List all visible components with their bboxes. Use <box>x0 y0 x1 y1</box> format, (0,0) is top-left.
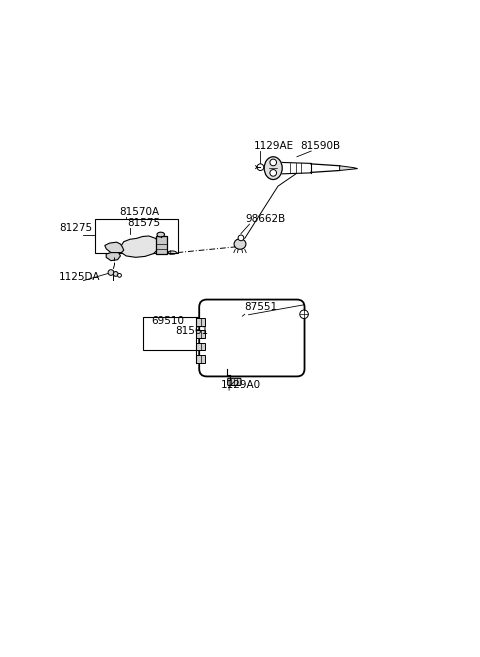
FancyBboxPatch shape <box>196 330 205 338</box>
FancyBboxPatch shape <box>199 300 304 376</box>
Circle shape <box>300 310 308 319</box>
FancyBboxPatch shape <box>196 355 205 363</box>
Ellipse shape <box>168 251 177 254</box>
FancyBboxPatch shape <box>196 343 205 350</box>
Circle shape <box>113 271 118 277</box>
Text: 81570A: 81570A <box>119 206 159 217</box>
Text: 81561: 81561 <box>175 326 208 336</box>
Circle shape <box>270 170 276 176</box>
Text: 1125DA: 1125DA <box>59 272 100 282</box>
FancyBboxPatch shape <box>228 378 241 386</box>
Circle shape <box>118 273 121 277</box>
Circle shape <box>257 164 264 171</box>
Text: 81575: 81575 <box>127 218 160 229</box>
Ellipse shape <box>264 157 282 179</box>
Text: 98662B: 98662B <box>246 214 286 224</box>
Ellipse shape <box>234 239 246 249</box>
Polygon shape <box>168 251 171 254</box>
Circle shape <box>270 159 276 166</box>
FancyBboxPatch shape <box>196 318 205 326</box>
Polygon shape <box>340 166 358 171</box>
Circle shape <box>238 235 244 240</box>
Text: 81590B: 81590B <box>301 141 341 151</box>
Text: 69510: 69510 <box>151 315 184 326</box>
Ellipse shape <box>157 232 165 237</box>
Text: 1129A0: 1129A0 <box>221 380 261 390</box>
FancyBboxPatch shape <box>156 235 168 254</box>
Polygon shape <box>105 242 124 252</box>
Text: 87551: 87551 <box>245 302 278 312</box>
Text: 1129AE: 1129AE <box>254 141 294 151</box>
Polygon shape <box>120 236 159 258</box>
Text: 81275: 81275 <box>59 223 92 233</box>
Circle shape <box>108 269 114 275</box>
Polygon shape <box>106 252 120 261</box>
